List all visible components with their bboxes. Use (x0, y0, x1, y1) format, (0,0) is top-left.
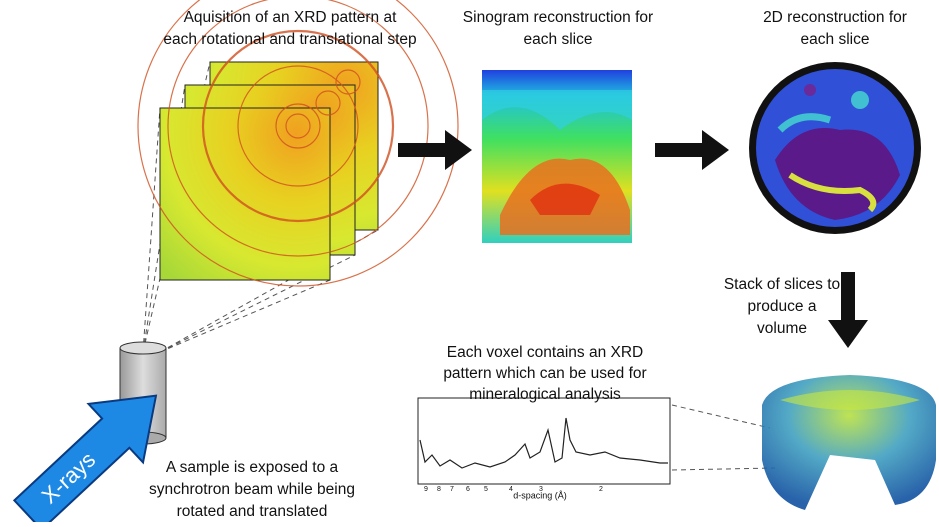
plot-x-label: d-spacing (Å) (513, 490, 567, 500)
plot-tick-label: 4 (509, 486, 513, 493)
plot-tick-label: 8 (437, 486, 441, 493)
captions: Aquisition of an XRD pattern at each rota… (149, 9, 907, 520)
caption-line: Stack of slices to (724, 276, 840, 293)
caption-line: mineralogical analysis (469, 386, 621, 403)
caption-line: rotated and translated (177, 503, 328, 520)
caption-line: A sample is exposed to a (166, 459, 339, 476)
slice-reconstruction (749, 62, 921, 234)
plot-tick-label: 7 (450, 486, 454, 493)
volume (762, 375, 936, 510)
caption-line: Each voxel contains an XRD (447, 344, 643, 361)
plot-ticks: 9 8 7 6 5 4 3 2 (424, 486, 603, 493)
caption-line: each slice (524, 31, 593, 48)
caption-line: synchrotron beam while being (149, 481, 355, 498)
plot-tick-label: 9 (424, 486, 428, 493)
plot-tick-label: 2 (599, 486, 603, 493)
caption-line: each slice (801, 31, 870, 48)
plot-tick-label: 6 (466, 486, 470, 493)
caption-line: each rotational and translational step (163, 31, 416, 48)
plot-tick-label: 5 (484, 486, 488, 493)
caption-line: Sinogram reconstruction for (463, 9, 653, 26)
flow-arrows (398, 130, 868, 348)
plot-tick-label: 3 (539, 486, 543, 493)
xrd-plot: d-spacing (Å) 9 8 7 6 5 4 3 2 (417, 397, 671, 500)
caption-line: 2D reconstruction for (763, 9, 907, 26)
caption-line: produce a (748, 298, 817, 315)
caption-line: pattern which can be used for (443, 365, 646, 382)
xrd-frames (137, 0, 459, 287)
caption-line: Aquisition of an XRD pattern at (184, 9, 398, 26)
sinogram (482, 70, 632, 243)
caption-line: volume (757, 320, 807, 337)
